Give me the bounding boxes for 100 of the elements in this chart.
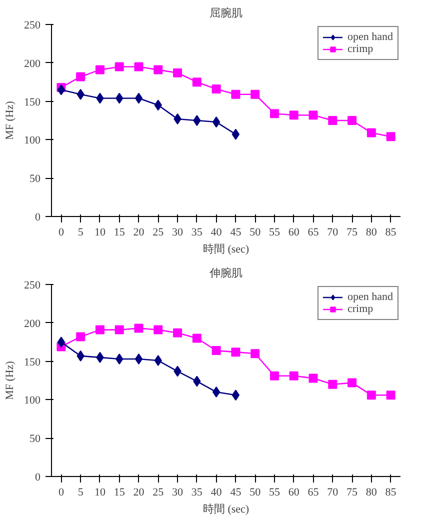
point (308, 110, 318, 120)
y-tick-label: 0 (35, 212, 41, 224)
point (114, 62, 124, 72)
point (192, 334, 202, 343)
y-tick-label: 50 (30, 173, 41, 186)
y-tick-label: 100 (24, 394, 41, 407)
point (212, 346, 221, 356)
y-tick-label: 200 (24, 318, 41, 330)
point (173, 68, 182, 78)
x-tick-label: 85 (385, 486, 397, 498)
point (95, 325, 104, 334)
point (348, 378, 357, 388)
x-tick-label: 70 (327, 226, 339, 238)
point (134, 92, 143, 104)
x-tick-label: 15 (114, 486, 126, 498)
point (366, 390, 376, 400)
x-tick-label: 50 (250, 226, 262, 238)
x-axis-title: 時間 (sec) (202, 242, 250, 256)
point (154, 325, 163, 334)
y-axis-title: MF (Hz) (4, 100, 16, 140)
x-tick-label: 40 (210, 486, 222, 498)
point (57, 84, 66, 96)
x-tick-label: 55 (268, 226, 280, 238)
x-tick-label: 80 (366, 226, 378, 238)
x-tick-label: 55 (268, 486, 280, 498)
point (192, 78, 202, 87)
y-axis-title: MF (Hz) (4, 360, 16, 400)
point (193, 115, 201, 126)
point (212, 116, 220, 128)
x-tick-label: 45 (230, 226, 242, 238)
legend-label: crimp (347, 303, 374, 315)
point (76, 72, 86, 82)
point (232, 390, 240, 401)
x-tick-label: 0 (58, 226, 64, 238)
x-tick-label: 65 (308, 226, 320, 238)
x-tick-label: 10 (94, 226, 106, 238)
x-tick-label: 20 (133, 486, 145, 498)
y-tick-label: 0 (35, 472, 41, 484)
x-tick-label: 45 (230, 486, 242, 498)
point (95, 65, 104, 74)
x-tick-label: 10 (94, 486, 106, 498)
point (289, 371, 298, 380)
x-axis-title: 時間 (sec) (202, 502, 250, 516)
point (212, 84, 221, 94)
y-tick-label: 200 (24, 58, 41, 70)
x-tick-label: 75 (346, 486, 358, 498)
point (134, 353, 143, 364)
point (154, 65, 163, 74)
x-tick-label: 60 (288, 226, 300, 238)
x-tick-label: 30 (172, 486, 184, 498)
y-tick-label: 150 (24, 96, 41, 108)
point (366, 128, 376, 138)
point (57, 336, 66, 348)
y-tick-label: 250 (24, 280, 41, 292)
legend-label: open hand (347, 291, 393, 303)
x-tick-label: 35 (191, 226, 203, 238)
point (134, 324, 144, 333)
point (173, 328, 182, 338)
point (134, 62, 144, 72)
point (231, 348, 240, 357)
point (231, 90, 240, 99)
point (212, 386, 220, 398)
y-tick-label: 150 (24, 356, 41, 368)
chart-title: 屈腕肌 (210, 6, 242, 20)
x-tick-label: 65 (308, 486, 320, 498)
x-tick-label: 75 (346, 226, 358, 238)
point (308, 374, 318, 383)
x-tick-label: 50 (250, 486, 262, 498)
point (386, 390, 396, 400)
x-tick-label: 25 (152, 486, 164, 498)
point (270, 109, 279, 118)
x-tick-label: 5 (78, 486, 84, 498)
point (270, 371, 279, 380)
legend-label: open hand (347, 31, 393, 43)
point (232, 128, 240, 140)
x-tick-label: 60 (288, 486, 300, 498)
x-tick-label: 40 (210, 226, 222, 238)
x-tick-label: 70 (327, 486, 339, 498)
y-tick-label: 100 (24, 134, 41, 147)
x-tick-label: 15 (114, 226, 126, 238)
y-tick-label: 250 (24, 20, 41, 32)
point (250, 349, 260, 358)
x-tick-label: 0 (58, 486, 64, 498)
point (348, 116, 357, 125)
x-tick-label: 5 (78, 226, 84, 238)
point (114, 325, 124, 334)
x-tick-label: 35 (191, 486, 203, 498)
x-tick-label: 20 (133, 226, 145, 238)
y-tick-label: 50 (30, 433, 41, 446)
chart-title: 伸腕肌 (210, 266, 242, 280)
x-tick-label: 80 (366, 486, 378, 498)
x-tick-label: 30 (172, 226, 184, 238)
point (386, 132, 396, 142)
point (328, 116, 338, 125)
x-tick-label: 25 (152, 226, 164, 238)
point (328, 380, 338, 389)
x-tick-label: 85 (385, 226, 397, 238)
point (289, 110, 298, 120)
point (76, 332, 86, 342)
point (250, 90, 260, 99)
